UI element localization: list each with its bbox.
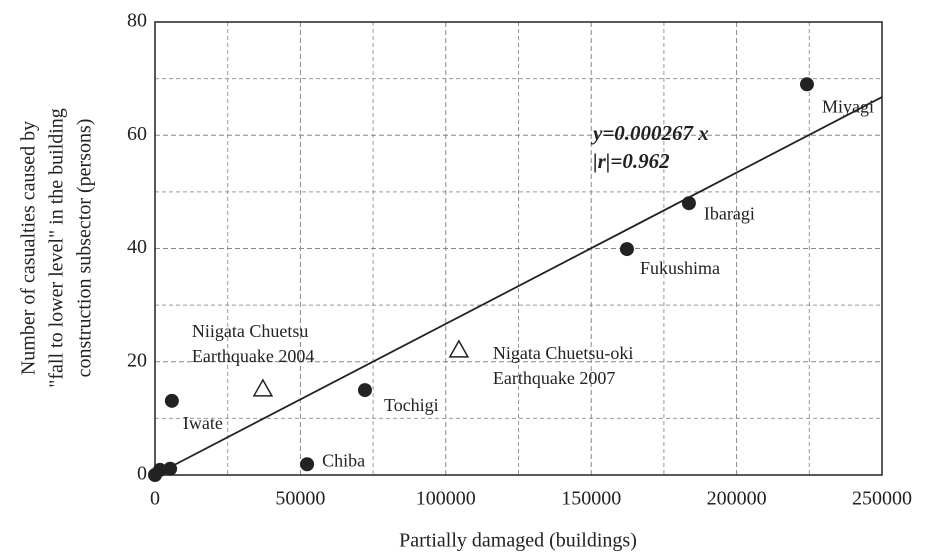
y-tick-label: 20 bbox=[127, 349, 147, 371]
y-tick-label: 0 bbox=[137, 463, 147, 485]
triangle-point bbox=[448, 339, 470, 358]
point-label: Earthquake 2004 bbox=[192, 346, 314, 366]
point-label: Niigata Chuetsu bbox=[192, 321, 308, 341]
circle-point bbox=[152, 462, 167, 477]
x-tick-label: 250000 bbox=[852, 488, 912, 510]
circle-point bbox=[300, 457, 315, 472]
y-tick-label: 80 bbox=[127, 10, 147, 32]
point-label: Miyagi bbox=[822, 96, 874, 116]
point-label: Chiba bbox=[322, 450, 365, 470]
x-tick-label: 0 bbox=[150, 488, 160, 510]
circle-point bbox=[357, 383, 372, 398]
y-tick-label: 60 bbox=[127, 123, 147, 145]
annotation: y=0.000267 x bbox=[590, 121, 709, 145]
circle-point bbox=[799, 77, 814, 92]
point-label: Earthquake 2007 bbox=[493, 368, 615, 388]
point-label: Fukushima bbox=[640, 258, 720, 278]
y-axis-label: "fall to lower level" in the building bbox=[46, 108, 68, 388]
circle-point bbox=[619, 242, 634, 257]
x-tick-label: 100000 bbox=[416, 488, 476, 510]
point-label: Tochigi bbox=[384, 395, 439, 415]
circle-point bbox=[681, 196, 696, 211]
triangle-point bbox=[252, 378, 274, 397]
trendline bbox=[154, 96, 883, 476]
y-tick-label: 40 bbox=[127, 236, 147, 258]
x-tick-label: 200000 bbox=[707, 488, 767, 510]
x-axis-label: Partially damaged (buildings) bbox=[399, 530, 637, 552]
plot-frame bbox=[154, 21, 883, 476]
y-axis-label: construction subsector (persons) bbox=[74, 119, 96, 378]
point-label: Iwate bbox=[183, 413, 223, 433]
annotation: |r|=0.962 bbox=[593, 149, 670, 173]
x-tick-label: 50000 bbox=[275, 488, 325, 510]
point-label: Nigata Chuetsu-oki bbox=[493, 343, 633, 363]
circle-point bbox=[163, 461, 178, 476]
y-axis-label: Number of casualties caused by bbox=[18, 121, 40, 375]
x-tick-label: 150000 bbox=[561, 488, 621, 510]
circle-point bbox=[164, 393, 179, 408]
point-label: Ibaragi bbox=[704, 203, 755, 223]
